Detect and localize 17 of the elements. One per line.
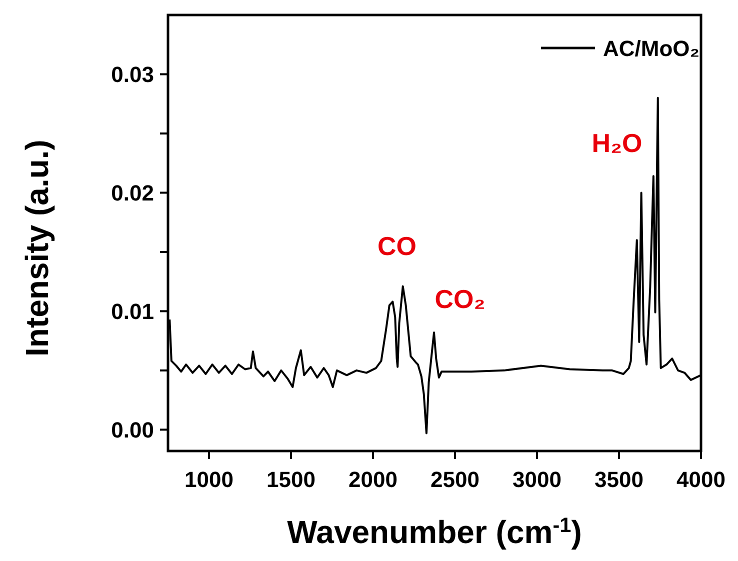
x-tick-label: 4000 xyxy=(676,467,726,492)
y-tick-label: 0.03 xyxy=(111,62,154,88)
annotation: H₂O xyxy=(592,128,642,158)
x-tick-label: 1000 xyxy=(184,467,234,492)
annotation: CO₂ xyxy=(434,284,486,314)
x-tick-label: 2000 xyxy=(348,467,398,492)
y-tick-label: 0.00 xyxy=(111,418,154,443)
y-tick-label: 0.02 xyxy=(111,180,154,206)
y-tick-label: 0.01 xyxy=(111,299,154,324)
x-tick-label: 3000 xyxy=(512,467,562,492)
annotation: CO xyxy=(378,230,416,261)
y-axis-title: Intensity (a.u.) xyxy=(19,140,55,356)
legend-label: AC/MoO₂ xyxy=(603,36,700,61)
x-tick-label: 3500 xyxy=(594,467,644,492)
x-tick-label: 2500 xyxy=(430,467,480,492)
x-axis-title: Wavenumber (cm$^{-1}$) xyxy=(287,514,582,550)
x-tick-label: 1500 xyxy=(266,467,316,492)
